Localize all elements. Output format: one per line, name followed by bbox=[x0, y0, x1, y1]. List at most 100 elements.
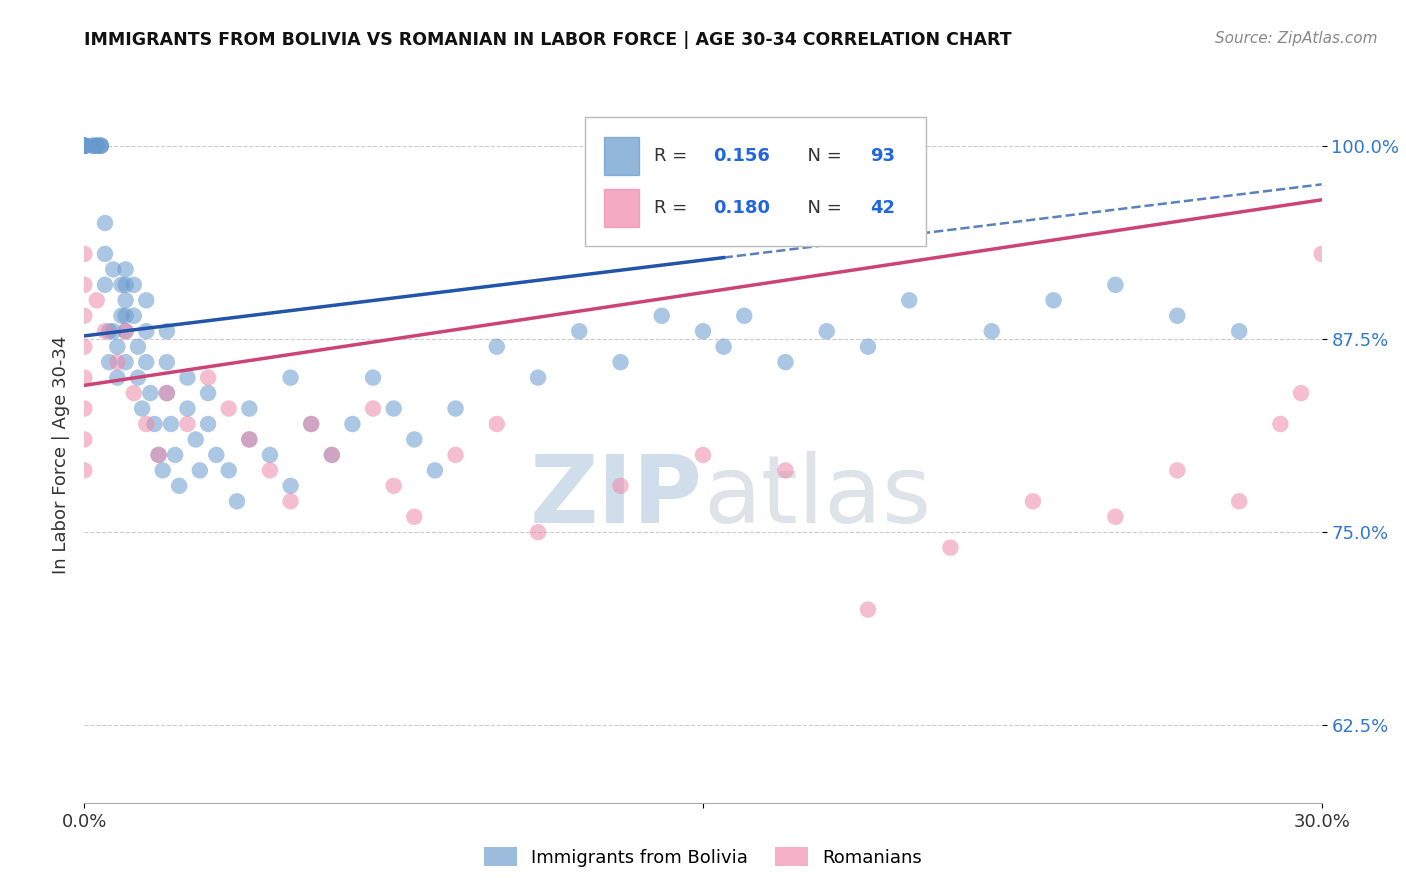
Point bbox=[114, 262, 136, 277]
Point bbox=[143, 417, 166, 431]
Point bbox=[110, 309, 132, 323]
Point bbox=[321, 448, 343, 462]
Point bbox=[98, 355, 121, 369]
Point bbox=[197, 370, 219, 384]
Point bbox=[218, 401, 240, 416]
Point bbox=[382, 479, 405, 493]
Point bbox=[122, 277, 145, 292]
Point bbox=[1310, 247, 1333, 261]
Text: 93: 93 bbox=[870, 147, 896, 165]
Point bbox=[692, 448, 714, 462]
Point bbox=[939, 541, 962, 555]
Point bbox=[259, 448, 281, 462]
Text: N =: N = bbox=[796, 199, 848, 217]
Point bbox=[94, 216, 117, 230]
Point bbox=[90, 138, 112, 153]
Point bbox=[86, 138, 108, 153]
Point bbox=[815, 324, 838, 338]
Bar bbox=[605, 189, 638, 227]
Point bbox=[898, 293, 921, 308]
Point bbox=[856, 340, 879, 354]
Point bbox=[382, 401, 405, 416]
Point bbox=[135, 417, 157, 431]
Point bbox=[105, 355, 128, 369]
Point bbox=[73, 309, 96, 323]
Point bbox=[176, 370, 198, 384]
Point bbox=[280, 370, 302, 384]
Point bbox=[148, 448, 170, 462]
Point bbox=[1166, 463, 1188, 477]
Point bbox=[73, 138, 96, 153]
Point bbox=[114, 309, 136, 323]
Point bbox=[692, 324, 714, 338]
Bar bbox=[605, 136, 638, 175]
Point bbox=[226, 494, 249, 508]
Point bbox=[73, 277, 96, 292]
Point bbox=[404, 509, 426, 524]
Point bbox=[73, 433, 96, 447]
Point bbox=[73, 138, 96, 153]
Point bbox=[1166, 309, 1188, 323]
Point bbox=[86, 138, 108, 153]
Point bbox=[218, 463, 240, 477]
Point bbox=[280, 479, 302, 493]
Point bbox=[167, 479, 190, 493]
Point bbox=[205, 448, 228, 462]
Point bbox=[114, 324, 136, 338]
Point bbox=[152, 463, 174, 477]
Point bbox=[156, 386, 179, 401]
Point bbox=[160, 417, 183, 431]
Point bbox=[176, 417, 198, 431]
Point bbox=[444, 448, 467, 462]
Point bbox=[1104, 509, 1126, 524]
Point bbox=[1227, 324, 1250, 338]
Point bbox=[485, 340, 508, 354]
Point bbox=[86, 293, 108, 308]
Point bbox=[127, 370, 149, 384]
Point bbox=[122, 309, 145, 323]
Y-axis label: In Labor Force | Age 30-34: In Labor Force | Age 30-34 bbox=[52, 335, 70, 574]
Point bbox=[1104, 277, 1126, 292]
Point bbox=[713, 340, 735, 354]
Point bbox=[361, 401, 384, 416]
Point bbox=[361, 370, 384, 384]
Point bbox=[238, 433, 260, 447]
Point bbox=[259, 463, 281, 477]
Point bbox=[131, 401, 153, 416]
Point bbox=[197, 386, 219, 401]
Legend: Immigrants from Bolivia, Romanians: Immigrants from Bolivia, Romanians bbox=[477, 840, 929, 874]
Point bbox=[165, 448, 187, 462]
Text: R =: R = bbox=[654, 147, 693, 165]
Point bbox=[342, 417, 364, 431]
Point bbox=[98, 324, 121, 338]
Point bbox=[73, 138, 96, 153]
Point bbox=[82, 138, 104, 153]
Point bbox=[73, 370, 96, 384]
Point bbox=[73, 247, 96, 261]
Point bbox=[733, 309, 755, 323]
Point bbox=[156, 324, 179, 338]
Text: Source: ZipAtlas.com: Source: ZipAtlas.com bbox=[1215, 31, 1378, 46]
Point bbox=[568, 324, 591, 338]
Point bbox=[148, 448, 170, 462]
Point bbox=[423, 463, 446, 477]
Point bbox=[105, 340, 128, 354]
Point bbox=[82, 138, 104, 153]
Point bbox=[103, 262, 125, 277]
Point bbox=[114, 293, 136, 308]
Point bbox=[485, 417, 508, 431]
Text: R =: R = bbox=[654, 199, 693, 217]
Point bbox=[238, 401, 260, 416]
Point bbox=[856, 602, 879, 616]
Point bbox=[527, 370, 550, 384]
Point bbox=[94, 247, 117, 261]
Point bbox=[1227, 494, 1250, 508]
Point bbox=[114, 277, 136, 292]
Text: 42: 42 bbox=[870, 199, 896, 217]
Point bbox=[197, 417, 219, 431]
Point bbox=[980, 324, 1002, 338]
Point bbox=[609, 355, 631, 369]
Text: IMMIGRANTS FROM BOLIVIA VS ROMANIAN IN LABOR FORCE | AGE 30-34 CORRELATION CHART: IMMIGRANTS FROM BOLIVIA VS ROMANIAN IN L… bbox=[84, 31, 1012, 49]
Point bbox=[1289, 386, 1312, 401]
Text: N =: N = bbox=[796, 147, 848, 165]
